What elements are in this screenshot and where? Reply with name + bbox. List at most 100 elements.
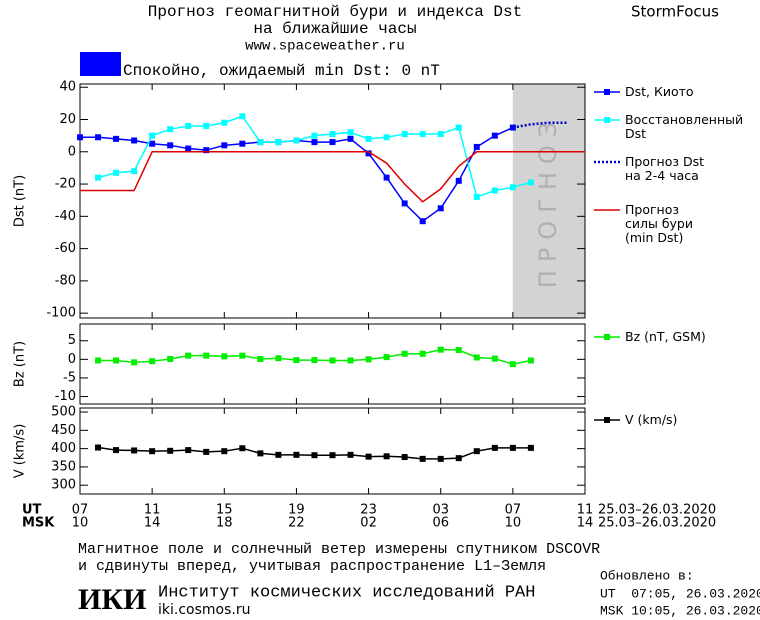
- data-point: [383, 174, 390, 181]
- data-point: [365, 356, 372, 363]
- x-tick-label-msk: 14: [144, 516, 161, 531]
- data-point: [455, 347, 462, 354]
- data-point: [95, 357, 102, 364]
- data-point: [365, 150, 372, 157]
- forecast-label: ПРОГНОЗ: [534, 114, 562, 288]
- data-point: [275, 451, 282, 458]
- data-point: [437, 346, 444, 353]
- legend-marker: [604, 117, 610, 123]
- data-point: [113, 169, 120, 176]
- x-tick-label-msk: 10: [72, 516, 89, 531]
- data-point: [149, 358, 156, 365]
- data-point: [131, 168, 138, 175]
- legend-label: Прогноз силы бури (min Dst): [625, 202, 693, 245]
- logo: ИКИ: [78, 583, 146, 616]
- data-point: [203, 352, 210, 359]
- data-point: [221, 119, 228, 126]
- status-text: Спокойно, ожидаемый min Dst: 0 nT: [123, 62, 440, 80]
- data-point: [131, 137, 138, 144]
- y-tick-label: 400: [51, 441, 76, 456]
- data-point: [437, 455, 444, 462]
- x-tick-label: 19: [288, 503, 305, 518]
- y-axis-label: Dst (nT): [13, 175, 28, 227]
- data-point: [509, 444, 516, 451]
- y-tick-label: -20: [55, 177, 76, 192]
- x-tick-label: 07: [505, 503, 522, 518]
- data-point: [167, 126, 174, 133]
- y-tick-label: 300: [51, 478, 76, 493]
- data-point: [491, 444, 498, 451]
- data-point: [203, 448, 210, 455]
- ut-label: UT: [22, 503, 42, 518]
- y-axis-label: V (km/s): [13, 424, 28, 479]
- legend-marker: [604, 334, 610, 340]
- data-point: [131, 447, 138, 454]
- y-tick-label: 40: [59, 80, 76, 95]
- data-point: [113, 357, 120, 364]
- data-point: [221, 353, 228, 360]
- status-box: [80, 52, 121, 76]
- data-point: [383, 134, 390, 141]
- data-point: [257, 450, 264, 457]
- data-point: [275, 355, 282, 362]
- data-point: [329, 452, 336, 459]
- data-point: [203, 147, 210, 154]
- data-point: [473, 354, 480, 361]
- data-point: [419, 131, 426, 138]
- data-point: [257, 355, 264, 362]
- brand: StormFocus: [631, 3, 719, 21]
- y-tick-label: -5: [63, 370, 76, 385]
- data-point: [167, 355, 174, 362]
- data-point: [401, 454, 408, 461]
- data-point: [275, 139, 282, 146]
- institute: Институт космических исследований РАН: [158, 583, 535, 602]
- data-point: [401, 200, 408, 207]
- data-point: [185, 352, 192, 359]
- data-point: [473, 448, 480, 455]
- x-tick-label-msk: 06: [432, 516, 449, 531]
- legend-label: V (km/s): [625, 412, 677, 427]
- data-point: [149, 132, 156, 139]
- plot-frame: [79, 83, 586, 319]
- data-point: [491, 132, 498, 139]
- data-point: [77, 134, 83, 141]
- y-tick-label: -60: [55, 241, 76, 256]
- data-point: [149, 140, 156, 147]
- plot-frame: [79, 407, 586, 495]
- data-point: [185, 122, 192, 129]
- updated-label: Обновлено в:: [600, 568, 694, 583]
- data-point: [527, 444, 534, 451]
- y-axis-label: Bz (nT): [13, 341, 28, 387]
- data-point: [347, 129, 354, 136]
- subtitle: на ближайшие часы: [253, 20, 416, 38]
- data-point: [95, 134, 102, 141]
- data-point: [329, 139, 336, 146]
- footer-note: Магнитное поле и солнечный ветер измерен…: [78, 541, 600, 575]
- msk-range: 25.03–26.03.2020: [598, 516, 716, 531]
- data-point: [131, 359, 138, 366]
- data-point: [221, 448, 228, 455]
- x-tick-label: 03: [432, 503, 449, 518]
- data-point: [311, 132, 318, 139]
- y-tick-label: -80: [55, 273, 76, 288]
- y-tick-label: 0: [68, 352, 76, 367]
- x-tick-label-msk: 14: [577, 516, 594, 531]
- y-tick-label: -40: [55, 209, 76, 224]
- data-point: [239, 113, 246, 120]
- y-tick-label: 5: [68, 333, 76, 348]
- updated-ut: UT 07:05, 26.03.2020: [600, 586, 760, 601]
- data-point: [455, 455, 462, 462]
- data-point: [455, 177, 462, 184]
- data-point: [185, 447, 192, 454]
- data-point: [347, 451, 354, 458]
- legend-label: Восстановленный Dst: [625, 112, 743, 141]
- data-point: [239, 445, 246, 452]
- data-point: [329, 357, 336, 364]
- x-tick-label-msk: 10: [505, 516, 522, 531]
- data-point: [185, 145, 192, 152]
- data-point: [311, 357, 318, 364]
- data-point: [491, 187, 498, 194]
- data-point: [149, 448, 156, 455]
- x-tick-label: 23: [360, 503, 377, 518]
- updated-msk: MSK 10:05, 26.03.2020: [600, 603, 760, 618]
